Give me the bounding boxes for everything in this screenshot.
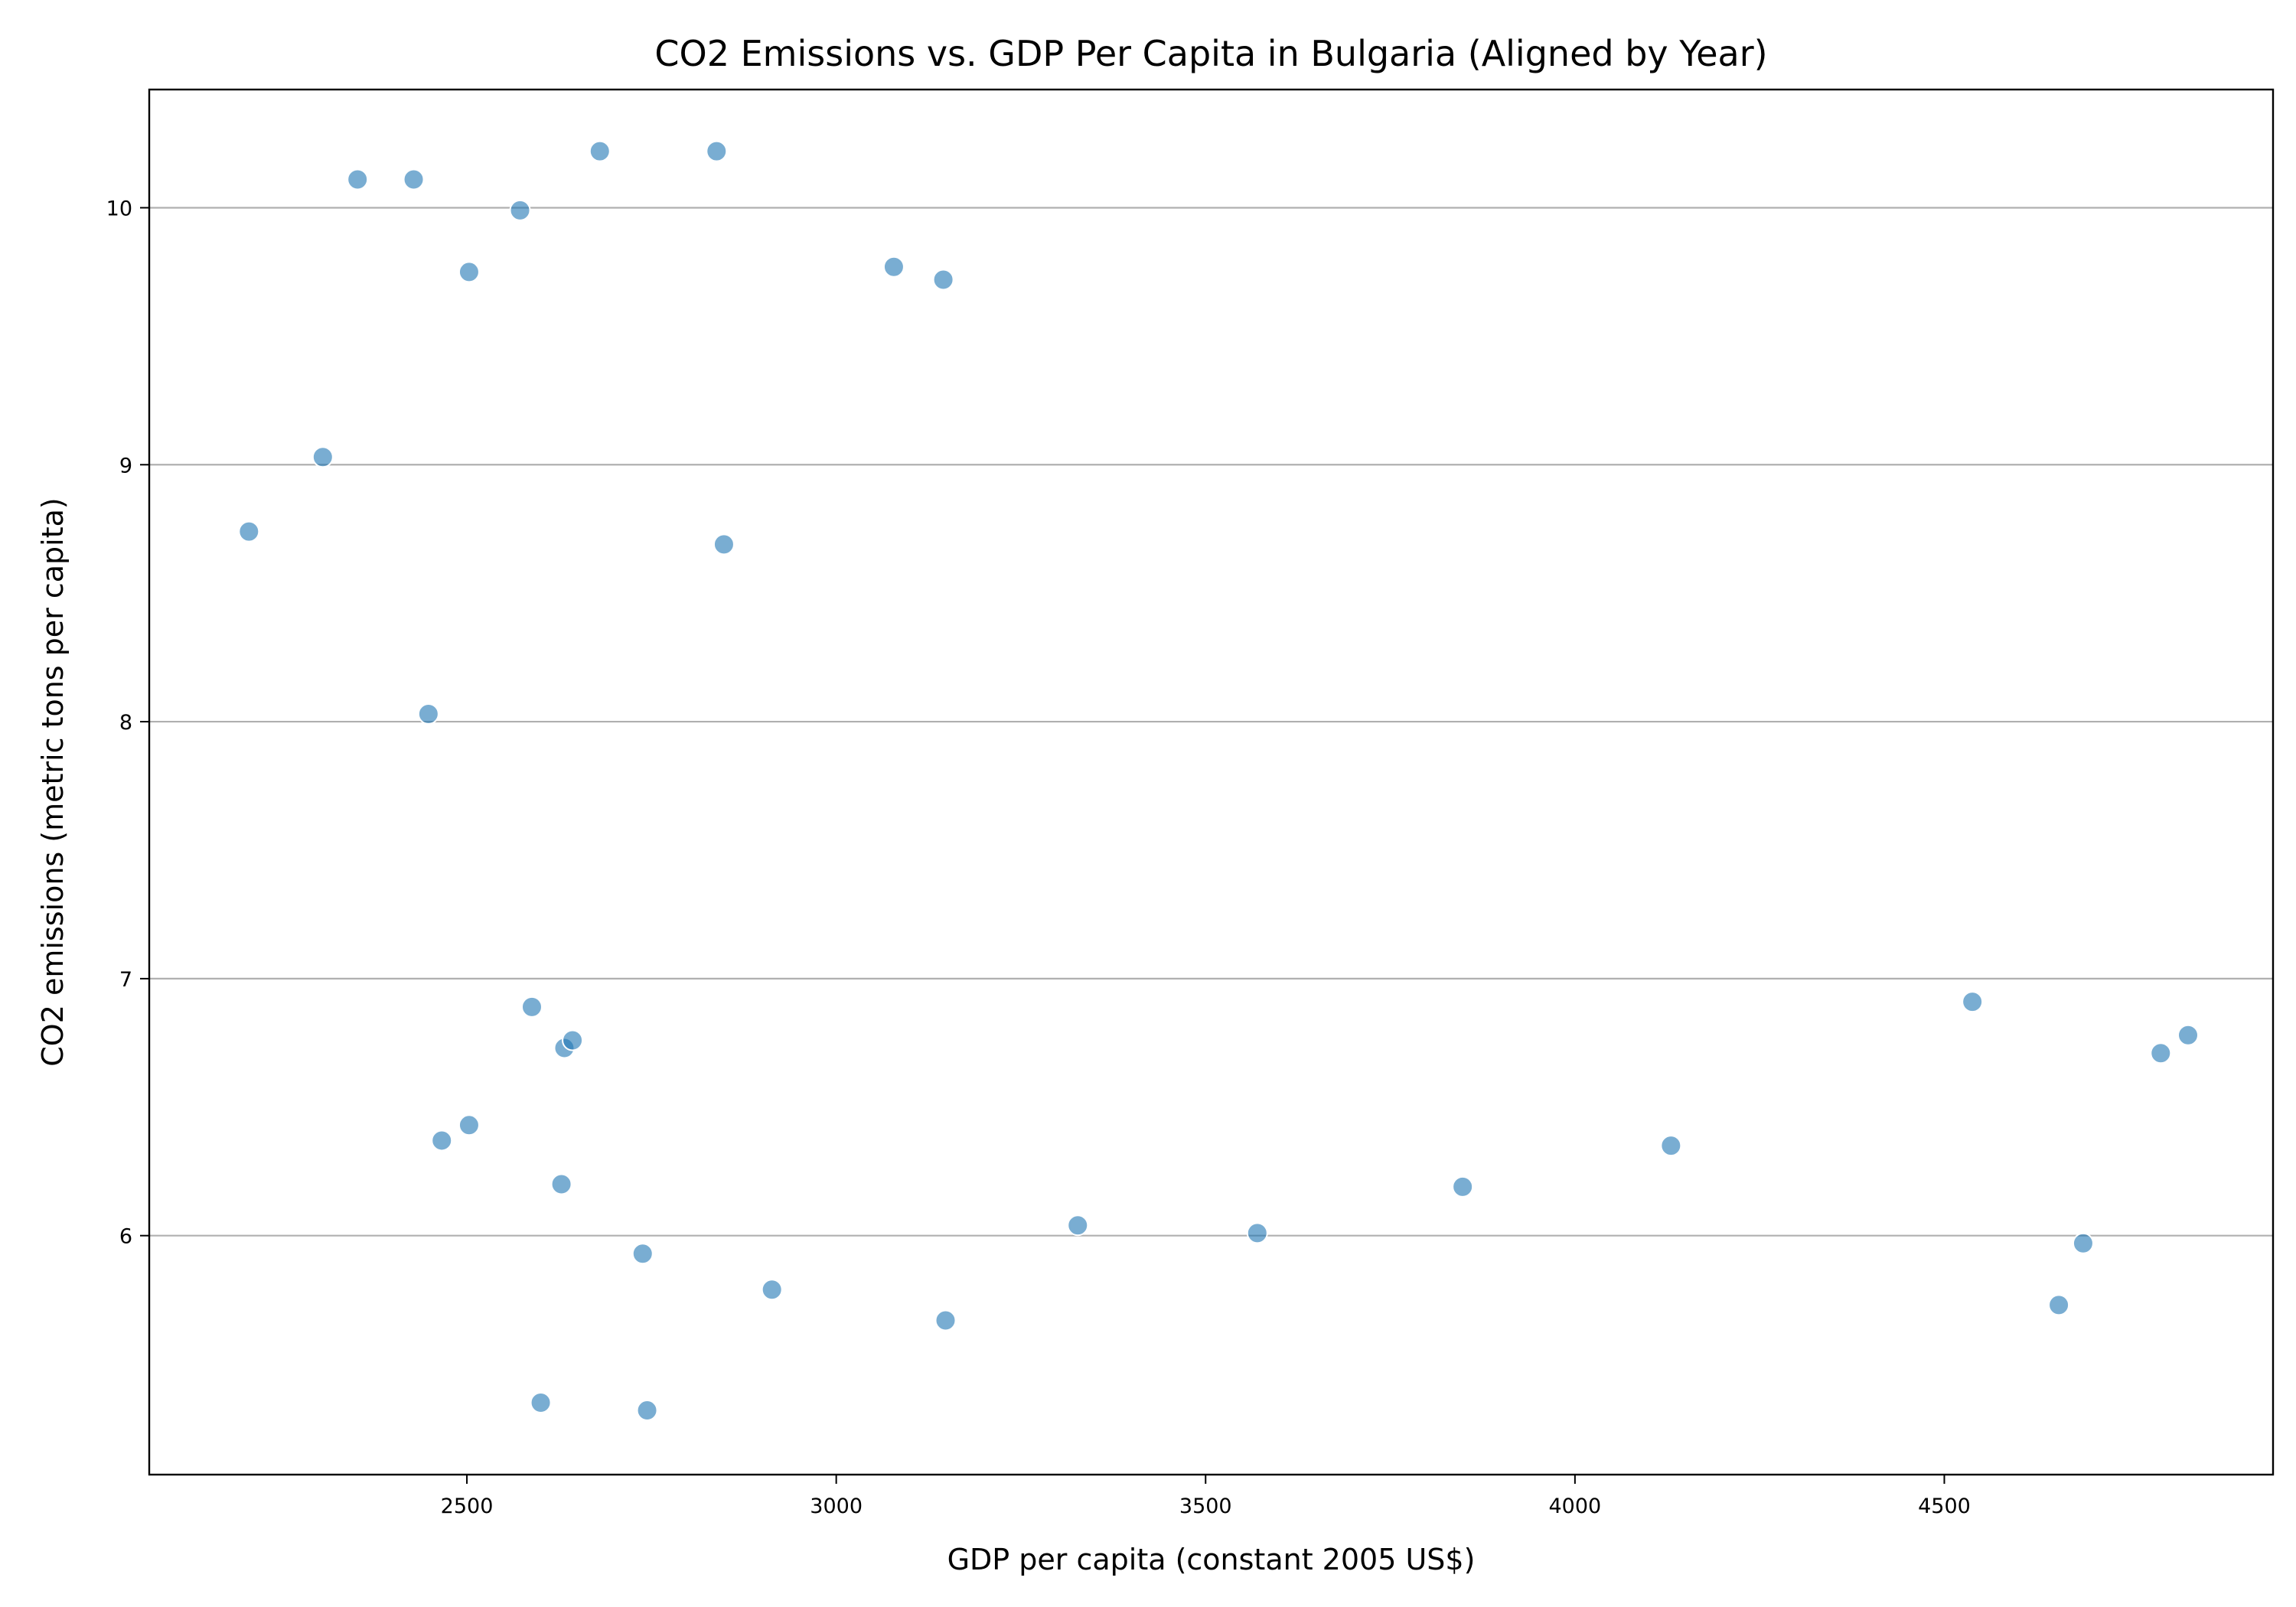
x-axis-title: GDP per capita (constant 2005 US$) bbox=[947, 1543, 1476, 1576]
data-point bbox=[458, 1114, 480, 1136]
data-point bbox=[2150, 1042, 2172, 1064]
y-tick-label: 10 bbox=[106, 197, 132, 220]
data-point bbox=[636, 1400, 658, 1422]
data-point bbox=[713, 533, 735, 556]
x-tick-label: 3500 bbox=[1179, 1495, 1232, 1518]
data-point bbox=[1246, 1222, 1268, 1244]
data-point bbox=[882, 256, 905, 278]
gridlines bbox=[149, 207, 2273, 1237]
data-point bbox=[550, 1173, 572, 1195]
data-point bbox=[431, 1129, 453, 1152]
chart-title: CO2 Emissions vs. GDP Per Capita in Bulg… bbox=[654, 33, 1767, 74]
data-point bbox=[1067, 1214, 1089, 1237]
data-point bbox=[631, 1243, 654, 1265]
data-point bbox=[1660, 1135, 1682, 1157]
data-point bbox=[347, 168, 369, 191]
y-tick-label: 7 bbox=[119, 968, 132, 992]
x-tick-label: 4000 bbox=[1549, 1495, 1602, 1518]
data-point bbox=[932, 269, 954, 291]
data-point bbox=[530, 1391, 552, 1413]
data-point bbox=[2048, 1294, 2070, 1316]
data-point bbox=[403, 168, 425, 191]
plot-area-frame bbox=[148, 88, 2275, 1476]
x-axis-ticks: 2500 3000 3500 4000 4500 bbox=[441, 1475, 1971, 1518]
data-point bbox=[520, 996, 543, 1018]
x-tick-label: 2500 bbox=[441, 1495, 494, 1518]
data-point bbox=[417, 703, 439, 725]
data-point bbox=[706, 140, 728, 162]
data-point bbox=[562, 1029, 584, 1051]
data-point bbox=[1452, 1175, 1474, 1198]
y-axis-ticks: 6 7 8 9 10 bbox=[106, 197, 149, 1249]
data-point bbox=[2177, 1024, 2199, 1046]
data-point bbox=[589, 140, 611, 162]
y-tick-label: 6 bbox=[119, 1225, 132, 1249]
x-tick-label: 4500 bbox=[1918, 1495, 1971, 1518]
x-tick-label: 3000 bbox=[810, 1495, 863, 1518]
data-point bbox=[311, 446, 334, 468]
data-point bbox=[238, 520, 260, 543]
data-point bbox=[1962, 991, 1984, 1013]
data-point bbox=[934, 1309, 957, 1332]
y-tick-label: 8 bbox=[119, 711, 132, 735]
data-point bbox=[2072, 1232, 2094, 1254]
y-axis-title: CO2 emissions (metric tons per capita) bbox=[36, 497, 70, 1066]
data-point bbox=[458, 261, 480, 283]
y-tick-label: 9 bbox=[119, 454, 132, 478]
data-points bbox=[238, 140, 2199, 1422]
data-point bbox=[761, 1279, 783, 1301]
data-point bbox=[509, 199, 531, 221]
